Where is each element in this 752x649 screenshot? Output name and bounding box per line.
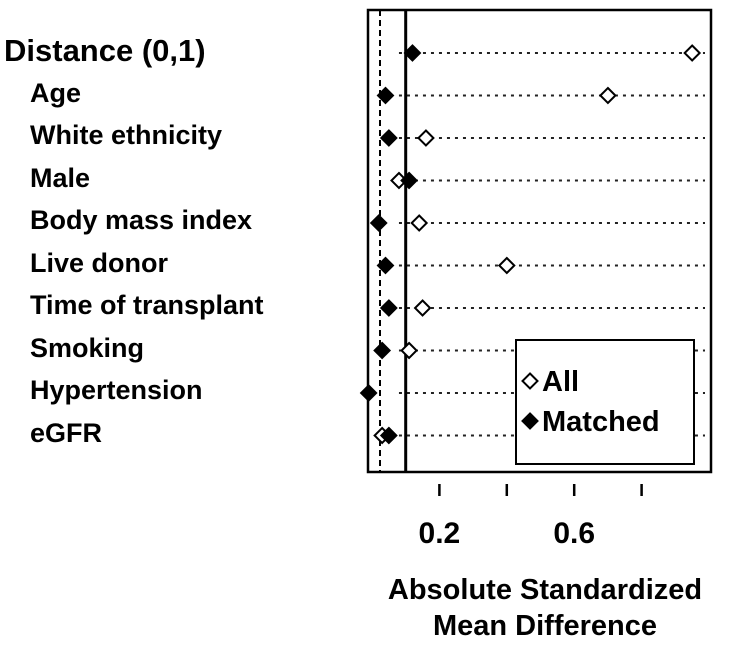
category-label-smoking: Smoking: [30, 332, 145, 363]
point-matched-live-donor: [376, 256, 395, 275]
category-label-body-mass-index: Body mass index: [30, 205, 253, 235]
point-all-body-mass-index: [410, 214, 429, 232]
legend-box: [515, 339, 695, 465]
legend-label-all: All: [542, 366, 579, 398]
point-all-white-ethnicity: [417, 129, 435, 147]
category-label-time-of-transplant: Time of transplant: [30, 290, 264, 320]
point-matched-smoking: [373, 341, 392, 360]
point-all-time-of-transplant: [413, 299, 432, 317]
legend: All Matched: [515, 339, 695, 465]
point-matched-white-ethnicity: [379, 129, 398, 147]
category-label-male: Male: [30, 162, 91, 193]
category-label-live-donor: Live donor: [30, 247, 169, 278]
category-label-age: Age: [30, 77, 82, 108]
x-axis-label-line-1: Absolute Standardized: [387, 574, 703, 606]
point-matched-male: [400, 171, 418, 190]
series-matched-points: [359, 44, 422, 445]
legend-marker-all: [521, 372, 539, 390]
point-all-smoking: [400, 341, 418, 360]
point-matched-age: [376, 86, 395, 105]
point-matched-egfr: [379, 426, 398, 445]
x-axis-label-line-2: Mean Difference: [432, 610, 657, 643]
point-matched-time-of-transplant: [379, 299, 398, 317]
plot-frame: [366, 8, 713, 474]
point-all-distance-0-1: [683, 44, 702, 62]
legend-marker-matched: [521, 412, 539, 430]
category-label-egfr: eGFR: [30, 417, 103, 448]
legend-label-matched: Matched: [542, 406, 660, 438]
category-label-hypertension: Hypertension: [30, 375, 203, 405]
x-axis-ticks: 0.2 0.6: [419, 484, 643, 550]
category-label-distance-0-1: Distance (0,1): [4, 33, 206, 68]
point-matched-distance-0-1: [403, 44, 422, 62]
point-all-live-donor: [497, 256, 516, 275]
x-tick-label-0-6: 0.6: [553, 517, 595, 550]
point-matched-body-mass-index: [369, 214, 388, 232]
reference-lines: [379, 10, 408, 472]
x-tick-label-0-2: 0.2: [419, 517, 461, 550]
point-all-age: [598, 86, 617, 105]
category-label-white-ethnicity: White ethnicity: [30, 120, 223, 150]
x-axis-label: Absolute Standardized Mean Difference: [340, 572, 750, 645]
